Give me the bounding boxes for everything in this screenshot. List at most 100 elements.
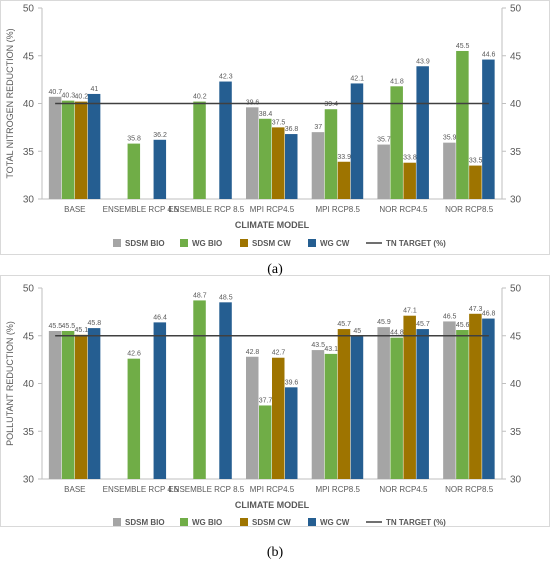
bar <box>469 165 482 199</box>
data-label: 47.1 <box>403 308 417 315</box>
bar <box>246 107 259 199</box>
chart-panel-b: 30 30 35 35 40 40 45 45 50 50 POLLUTANT REDUCTION … <box>5 284 522 528</box>
bar <box>61 330 75 479</box>
data-label: 47.3 <box>469 306 483 313</box>
data-label: 45.7 <box>337 321 351 328</box>
data-label: 43.9 <box>416 58 430 65</box>
data-label: 37.5 <box>272 119 286 126</box>
legend-label: SDSM CW <box>252 518 291 527</box>
legend-swatch <box>113 239 121 247</box>
data-label: 33.5 <box>469 158 483 165</box>
data-label: 36.2 <box>153 132 167 139</box>
data-label: 42.1 <box>350 75 364 82</box>
bar <box>74 334 88 479</box>
bar <box>259 405 272 479</box>
data-label: 42.3 <box>219 74 233 81</box>
y-tick-label-right: 50 <box>510 4 522 15</box>
bar <box>127 143 141 199</box>
data-label: 48.5 <box>219 294 233 301</box>
data-label: 40.2 <box>75 94 89 101</box>
data-label: 41.8 <box>390 78 404 85</box>
bar <box>219 81 232 199</box>
data-label: 45.5 <box>49 323 63 330</box>
data-label: 44.8 <box>390 330 404 337</box>
y-tick-label-left: 40 <box>23 379 35 390</box>
x-tick-label: MPI RCP4.5 <box>250 205 295 214</box>
y-tick-label-left: 30 <box>23 195 35 206</box>
data-label: 45.6 <box>456 322 470 329</box>
legend-swatch <box>308 239 316 247</box>
data-label: 42.6 <box>127 351 141 358</box>
data-label: 37 <box>314 124 322 131</box>
bar <box>390 86 403 199</box>
x-tick-label: ENSEMBLE RCP 4.5 <box>103 205 179 214</box>
data-label: 46.4 <box>153 314 167 321</box>
legend-swatch <box>180 518 188 526</box>
chart-panel-a: 30 30 35 35 40 40 45 45 50 50 TOTAL NITROGEN REDUC… <box>5 4 522 249</box>
y-tick-label-left: 35 <box>23 147 35 158</box>
data-label: 45.9 <box>377 319 391 326</box>
x-tick-label: NOR RCP4.5 <box>379 485 428 494</box>
data-label: 35.8 <box>127 136 141 143</box>
bar <box>285 387 298 479</box>
legend-swatch <box>308 518 316 526</box>
bar <box>87 93 101 199</box>
data-label: 46.8 <box>482 311 496 318</box>
legend-label-target: TN TARGET (%) <box>386 239 446 248</box>
legend-swatch <box>240 518 248 526</box>
bar <box>482 59 495 199</box>
bar <box>153 139 167 199</box>
data-label: 41 <box>90 86 98 93</box>
data-label: 48.7 <box>193 292 207 299</box>
y-axis-title: POLLUTANT REDUCTION (%) <box>5 321 15 446</box>
bar <box>285 134 298 199</box>
x-tick-label: ENSEMBLE RCP 8.5 <box>168 205 244 214</box>
bar <box>443 321 456 479</box>
y-tick-label-right: 45 <box>510 331 522 342</box>
x-tick-label: NOR RCP4.5 <box>379 205 428 214</box>
data-label: 42.7 <box>272 350 286 357</box>
x-tick-label: ENSEMBLE RCP 4.5 <box>103 485 179 494</box>
data-label: 45.5 <box>62 323 76 330</box>
data-label: 40.2 <box>193 94 207 101</box>
data-label: 42.8 <box>246 349 260 356</box>
data-label: 36.8 <box>285 126 299 133</box>
y-tick-label-right: 35 <box>510 427 522 438</box>
bar <box>48 330 62 479</box>
data-label: 45.8 <box>88 320 102 327</box>
y-tick-label-left: 30 <box>23 475 35 486</box>
data-label: 39.6 <box>285 379 299 386</box>
x-axis-title: CLIMATE MODEL <box>235 500 310 510</box>
legend-label: WG BIO <box>192 518 222 527</box>
x-tick-label: MPI RCP8.5 <box>315 205 360 214</box>
bar <box>127 358 141 479</box>
data-label: 35.9 <box>443 135 457 142</box>
y-tick-label-left: 50 <box>23 284 35 295</box>
bar <box>337 329 351 479</box>
y-tick-label-right: 45 <box>510 51 522 62</box>
bar <box>416 66 429 199</box>
bar <box>456 330 469 479</box>
bar <box>48 96 62 199</box>
legend-label: SDSM CW <box>252 239 291 248</box>
y-tick-label-right: 30 <box>510 475 522 486</box>
bar <box>337 161 351 199</box>
legend-swatch <box>240 239 248 247</box>
bar <box>272 357 285 479</box>
x-tick-label: BASE <box>64 485 85 494</box>
data-label: 46.5 <box>443 313 457 320</box>
data-label: 43.5 <box>311 342 325 349</box>
y-tick-label-right: 35 <box>510 147 522 158</box>
bar <box>61 100 75 199</box>
bar <box>74 101 88 199</box>
bar <box>153 322 167 479</box>
data-label: 33.8 <box>403 155 417 162</box>
data-label: 40.3 <box>62 93 76 100</box>
data-label: 45.7 <box>416 321 430 328</box>
x-tick-label: NOR RCP8.5 <box>445 485 494 494</box>
bar <box>311 350 325 479</box>
bar <box>246 356 259 479</box>
bar <box>259 118 272 199</box>
legend-label: SDSM BIO <box>125 518 165 527</box>
